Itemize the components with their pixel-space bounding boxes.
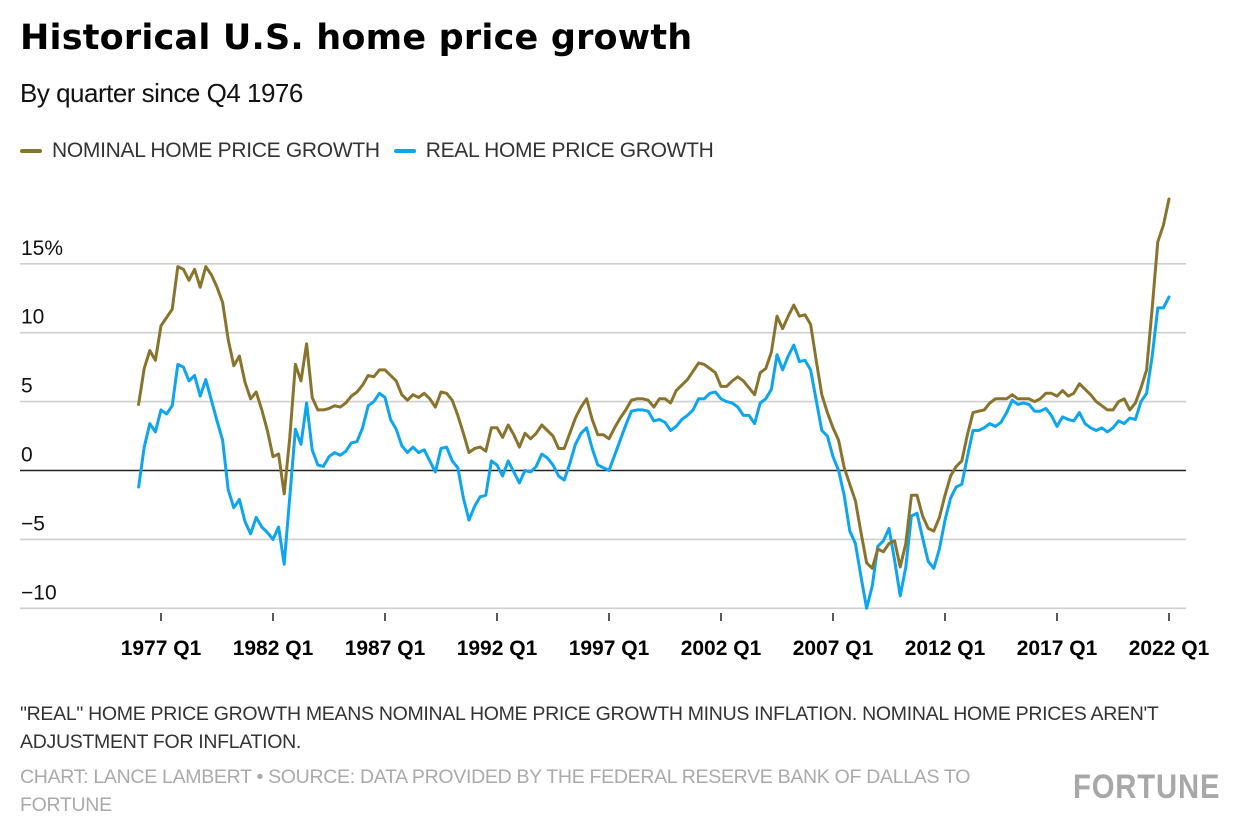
- legend-swatch-nominal: [20, 149, 42, 153]
- legend-swatch-real: [393, 149, 416, 153]
- y-tick-label: 10: [21, 306, 44, 329]
- x-tick-label: 2022 Q1: [1129, 637, 1210, 660]
- x-axis: 1977 Q1 1982 Q1 1987 Q1 1992 Q1 1997 Q1 2002 …: [121, 613, 1210, 660]
- x-tick-label: 2002 Q1: [681, 637, 762, 660]
- series-line-real: [137, 295, 1171, 610]
- legend-label-real: REAL HOME PRICE GROWTH: [425, 139, 714, 162]
- footnote: "REAL" HOME PRICE GROWTH MEANS NOMINAL H…: [20, 703, 1159, 753]
- y-tick-label: −10: [21, 581, 57, 604]
- legend: NOMINAL HOME PRICE GROWTH REAL HOME PRIC…: [20, 139, 728, 163]
- x-tick-label: 1987 Q1: [345, 637, 426, 660]
- x-tick-label: 1997 Q1: [569, 637, 650, 660]
- chart-subtitle: By quarter since Q4 1976: [20, 78, 303, 108]
- legend-label-nominal: NOMINAL HOME PRICE GROWTH: [52, 139, 380, 162]
- x-tick-label: 2017 Q1: [1017, 637, 1098, 660]
- x-tick-label: 2012 Q1: [905, 637, 986, 660]
- fortune-logo: FORTUNE: [1072, 768, 1220, 806]
- y-tick-label: 0: [21, 444, 33, 467]
- series-lines: [137, 197, 1171, 610]
- y-axis-labels: 15% 10 5 0 −5 −10: [21, 237, 63, 604]
- y-tick-label: 5: [21, 375, 33, 398]
- x-tick-label: 1982 Q1: [233, 637, 314, 660]
- legend-item-real: REAL HOME PRICE GROWTH: [393, 139, 714, 163]
- source-credit: CHART: LANCE LAMBERT • SOURCE: DATA PROV…: [20, 766, 971, 816]
- y-tick-label: −5: [21, 512, 45, 535]
- x-tick-label: 2007 Q1: [793, 637, 874, 660]
- x-tick-label: 1977 Q1: [121, 637, 202, 660]
- legend-item-nominal: NOMINAL HOME PRICE GROWTH: [20, 139, 380, 163]
- y-tick-label: 15%: [21, 237, 63, 260]
- x-tick-label: 1992 Q1: [457, 637, 538, 660]
- series-line-nominal: [137, 197, 1171, 570]
- chart-title: Historical U.S. home price growth: [20, 18, 693, 58]
